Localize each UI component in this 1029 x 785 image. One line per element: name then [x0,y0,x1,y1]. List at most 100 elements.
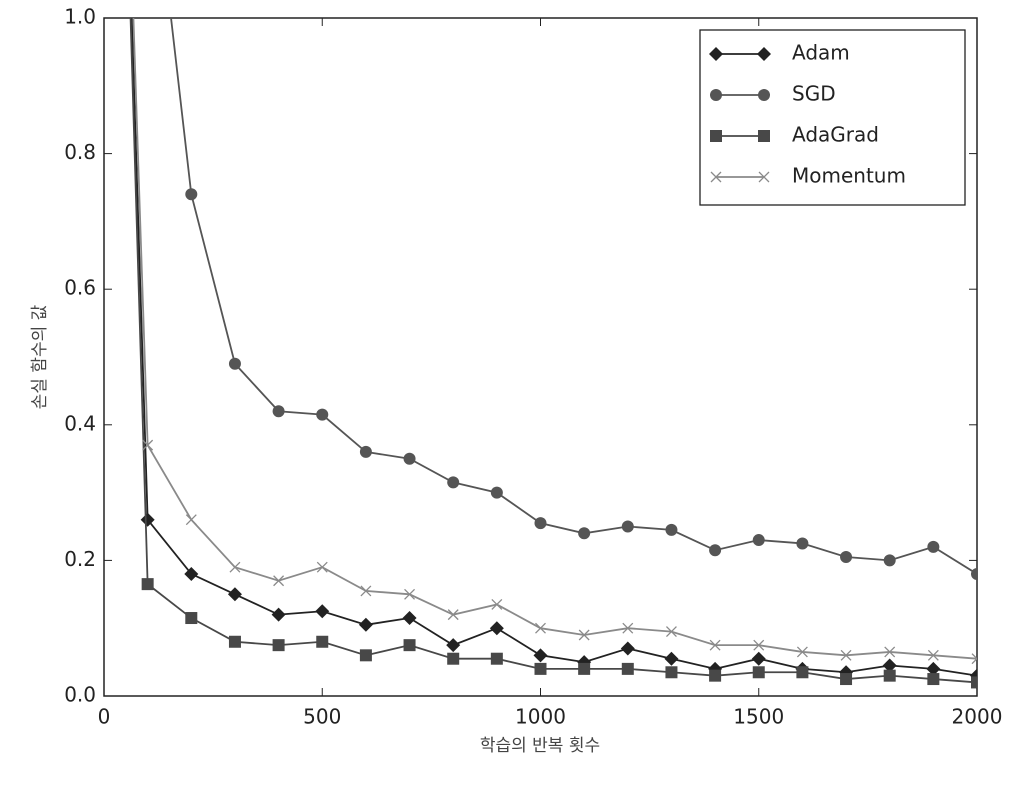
marker [271,607,286,622]
marker [884,646,896,658]
marker [447,476,460,489]
marker [316,561,328,573]
marker [228,635,241,648]
marker [447,609,459,621]
marker [491,599,503,610]
marker [796,646,808,658]
marker [534,662,547,675]
marker [710,171,722,183]
marker [709,47,723,61]
marker [229,561,241,573]
marker [665,626,677,638]
marker [140,512,155,527]
marker [403,639,416,652]
x-axis-label: 학습의 반복 횟수 [480,736,600,756]
x-tick-label: 1500 [733,705,784,729]
marker [315,604,330,619]
marker [490,652,503,665]
marker [316,408,329,421]
legend-label: SGD [792,82,836,106]
marker [927,673,940,686]
marker [273,575,285,587]
marker [971,653,977,665]
marker [621,520,634,533]
marker [927,649,939,661]
marker [796,537,809,550]
marker [709,669,722,682]
marker [358,617,373,632]
marker [757,47,771,61]
x-tick-label: 2000 [952,705,1003,729]
marker [753,639,765,651]
marker [578,662,591,675]
marker [489,621,504,636]
marker [272,639,285,652]
marker [665,666,678,679]
legend-label: Momentum [792,164,906,188]
y-tick-label: 0.6 [64,276,96,300]
marker [272,405,285,418]
marker [622,622,634,634]
marker [665,523,678,536]
marker [710,89,722,101]
marker [927,540,940,553]
marker [971,567,977,580]
marker [710,130,722,142]
marker [664,651,679,666]
marker [404,588,416,600]
y-tick-label: 0.4 [64,411,96,435]
marker [621,662,634,675]
marker [883,554,896,567]
marker [709,544,722,557]
marker [752,666,765,679]
marker [359,649,372,662]
marker [758,130,770,142]
marker [758,171,770,183]
marker [446,638,461,653]
marker [840,673,853,686]
marker [228,357,241,370]
y-tick-label: 0.0 [64,683,96,707]
marker [360,585,372,597]
x-tick-label: 500 [303,705,341,729]
marker [535,622,546,634]
marker [185,514,197,526]
marker [533,648,548,663]
marker [359,445,372,458]
marker [751,651,766,666]
marker [840,551,853,564]
plot-area [129,18,977,689]
legend-box [699,29,966,206]
marker [490,486,503,499]
marker [227,587,242,602]
marker [185,188,198,201]
y-tick-label: 0.2 [64,547,96,571]
legend-label: AdaGrad [792,123,879,147]
marker [142,439,154,451]
y-tick-label: 0.8 [64,140,96,164]
marker [840,649,852,661]
marker [620,641,635,656]
marker [758,89,770,101]
x-tick-label: 0 [98,705,111,729]
marker [796,666,809,679]
marker [447,652,460,665]
marker [709,639,721,651]
x-tick-label: 1000 [515,705,566,729]
marker [316,635,329,648]
marker [971,676,977,689]
marker [141,578,154,591]
marker [578,527,591,540]
legend-label: Adam [792,41,850,65]
marker [403,452,416,465]
marker [752,534,765,547]
y-axis-label: 손실 함수의 값 [30,304,50,409]
y-tick-label: 1.0 [64,5,96,29]
marker [185,612,198,625]
marker [578,629,590,641]
marker [402,611,417,626]
marker [883,669,896,682]
marker [926,661,941,676]
marker [882,658,897,673]
